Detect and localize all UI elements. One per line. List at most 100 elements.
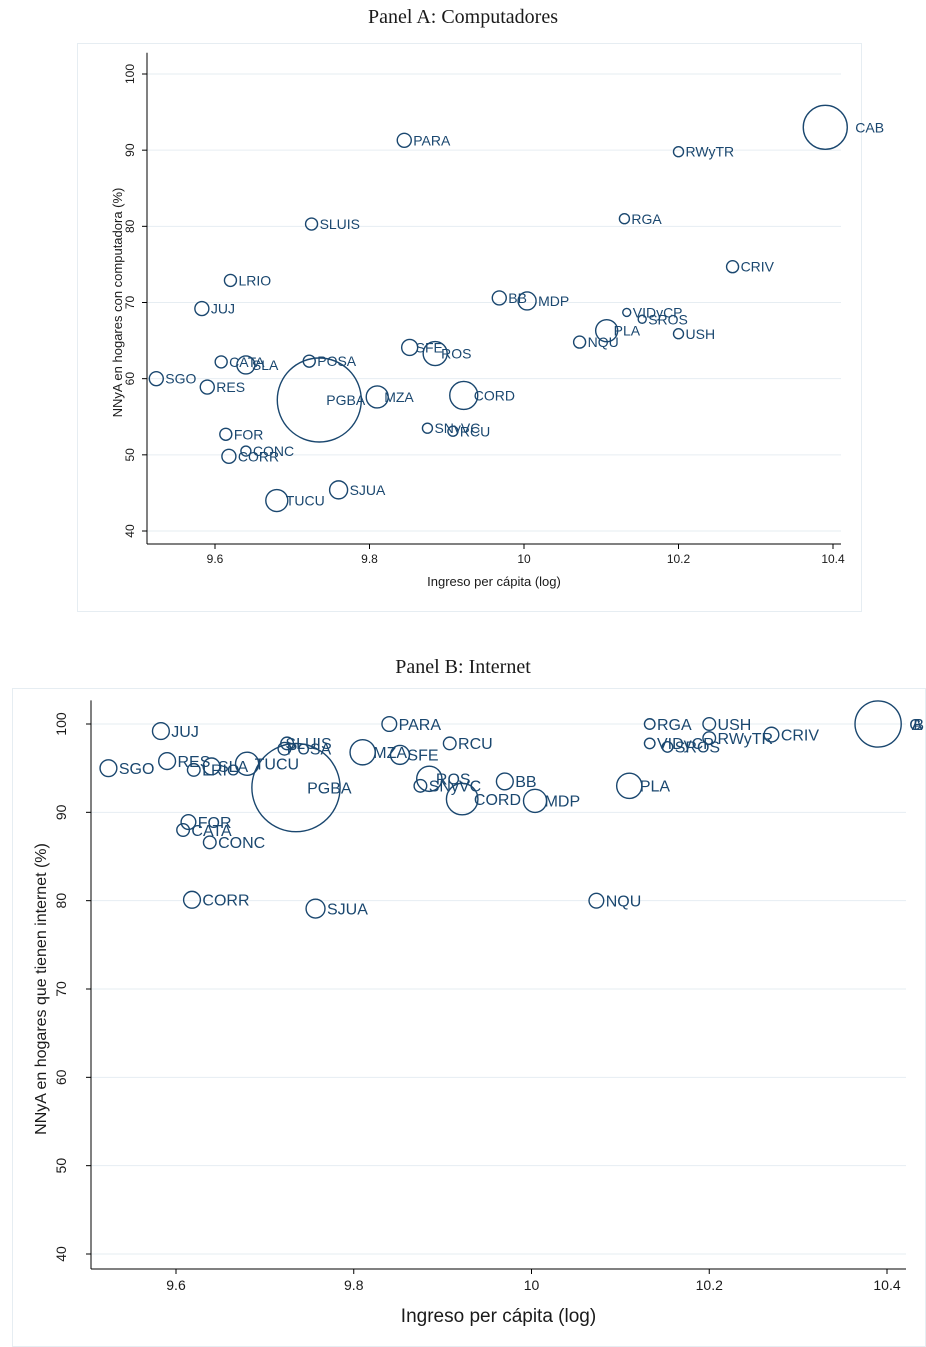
panel-a-point-label-cab: CAB [855,119,884,135]
panel-b-point-snyvc [413,778,428,793]
panel-b-point-rga [643,718,656,730]
panel-a-point-ush [672,328,685,340]
panel-a-point-label-for: FOR [234,426,264,442]
panel-b-point-label-sla: SLA [218,759,249,776]
panel-a-point-cata [214,355,228,369]
panel-a-point-ros [422,340,448,367]
panel-a-point-label-mdp: MDP [538,293,569,309]
panel-b-point-label-ros: ROS [436,772,471,789]
panel-a-point-sjua [328,480,349,500]
panel-b-point-label-rwytr: RWyTR [718,731,774,748]
panel-b-y-tick-label-4: 80 [53,893,69,909]
panel-a-point-sluis [304,217,319,231]
panel-a-point-label-juj: JUJ [211,301,235,317]
panel-a-point-label-nqu: NQU [588,334,619,350]
panel-a-point-label-rwytr: RWyTR [686,144,735,160]
panel-a-y-tick-label-3: 70 [123,296,137,310]
panel-b-x-tick-label-0: 9.6 [166,1277,186,1293]
panel-a-point-cord [449,380,479,411]
panel-b-point-label-rga: RGA [657,717,692,734]
panel-b-point-ros [415,765,443,793]
panel-b-point-label-conc: CONC [218,835,265,852]
panel-b-point-label-pgba: PGBA [307,780,352,797]
panel-a-point-tucu [265,488,289,513]
panel-a-point-conc [240,445,252,457]
panel-b-y-tick-label-5: 90 [53,804,69,820]
panel-b-point-label-cord: CORD [474,792,521,809]
panel-b-point-pgba [251,742,341,833]
panel-b-point-criv [763,726,780,743]
panel-a-point-label-sjua: SJUA [350,482,386,498]
panel-b-point-label-juj: JUJ [171,724,199,741]
panel-a-x-axis-label: Ingreso per cápita (log) [427,574,561,589]
panel-b-point-label-sfe: SFE [407,748,438,765]
panel-a-point-vidycp [622,307,632,318]
panel-b-point-sfe [389,744,411,766]
panel-b-point-sros [661,741,674,753]
panel-a-point-label-criv: CRIV [741,259,775,275]
panel-b-point-mdp [522,788,548,814]
panel-a-point-sfe [400,338,419,357]
panel-a-point-rwytr [672,145,685,158]
panel-a-point-lrio [223,273,238,288]
panel-a-x-tick-label-3: 10.2 [667,552,691,566]
panel-a-point-sros [637,314,647,324]
panel-a-point-for [219,427,233,441]
panel-a-point-label-lrio: LRIO [238,272,271,288]
panel-b-point-label-cab: CAB [909,717,924,734]
panel-a-point-juj [194,300,210,317]
panel-a-y-tick-label-6: 100 [123,64,137,84]
panel-b-y-tick-label-0: 40 [53,1246,69,1262]
panel-a-y-tick-label-4: 80 [123,219,137,233]
panel-a-point-nqu [572,335,587,349]
panel-a-point-pla [594,318,619,343]
panel-a-point-label-pla: PLA [614,323,641,339]
panel-b-point-label-vidycp: VIDyCP [657,736,714,753]
panel-a-y-tick-label-2: 60 [123,372,137,386]
panel-b-point-label-tucu: TUCU [255,757,299,774]
panel-b-y-tick-label-3: 70 [53,981,69,997]
panel-b-point-for [180,814,197,831]
panel-b-y-tick-label-1: 50 [53,1158,69,1174]
panel-a-point-label-sros: SROS [648,311,688,327]
panel-a-x-tick-label-2: 10 [517,552,531,566]
panel-b-point-rwytr [702,731,717,746]
panel-a-point-label-rcu: RCU [460,423,490,439]
panel-b-point-cata [176,823,191,838]
panel-b-point-label-nqu: NQU [606,893,642,910]
panel-b-point-label-res: RES [178,754,211,771]
panel-b-point-vidycp [643,737,656,750]
panel-b-point-label-corr: CORR [202,893,249,910]
panel-a-point-label-cata: CATA [229,354,265,370]
panel-a-point-label-pgba: PGBA [326,392,366,408]
panel-a-y-tick-label-0: 40 [123,524,137,538]
panel-a-point-snyvc [421,422,434,434]
panel-a-point-sgo [148,370,164,387]
panel-a-point-mdp [517,291,537,311]
panel-b-point-nqu [588,892,605,909]
panel-b-point-mza [349,738,376,766]
panel-a-point-label-ros: ROS [441,346,471,362]
panel-b-point-sjua [305,898,326,919]
panel-a-x-tick-label-0: 9.6 [207,552,224,566]
panel-b-x-tick-label-3: 10.2 [696,1277,723,1293]
panel-b-point-lrio [186,762,201,777]
panel-a-point-label-cord: CORD [474,387,515,403]
panel-a-x-tick-label-1: 9.8 [361,552,378,566]
panel-b-point-cab [854,700,902,748]
panel-a-point-criv [725,260,740,274]
panel-b-point-label-for: FOR [198,815,232,832]
panel-a-point-label-para: PARA [413,132,451,148]
panel-b-point-rcu [442,736,457,751]
panel-a-point-para [396,132,412,148]
panel-a-frame [77,43,862,612]
panel-a-y-tick-label-1: 50 [123,448,137,462]
panel-b-point-para [381,715,398,733]
panel-a-point-label-conc: CONC [253,443,294,459]
panel-a-x-tick-label-4: 10.4 [821,552,845,566]
panel-b-y-tick-label-2: 60 [53,1069,69,1085]
panel-b-point-label-rcu: RCU [458,736,493,753]
panel-b-point-sla [202,757,221,776]
